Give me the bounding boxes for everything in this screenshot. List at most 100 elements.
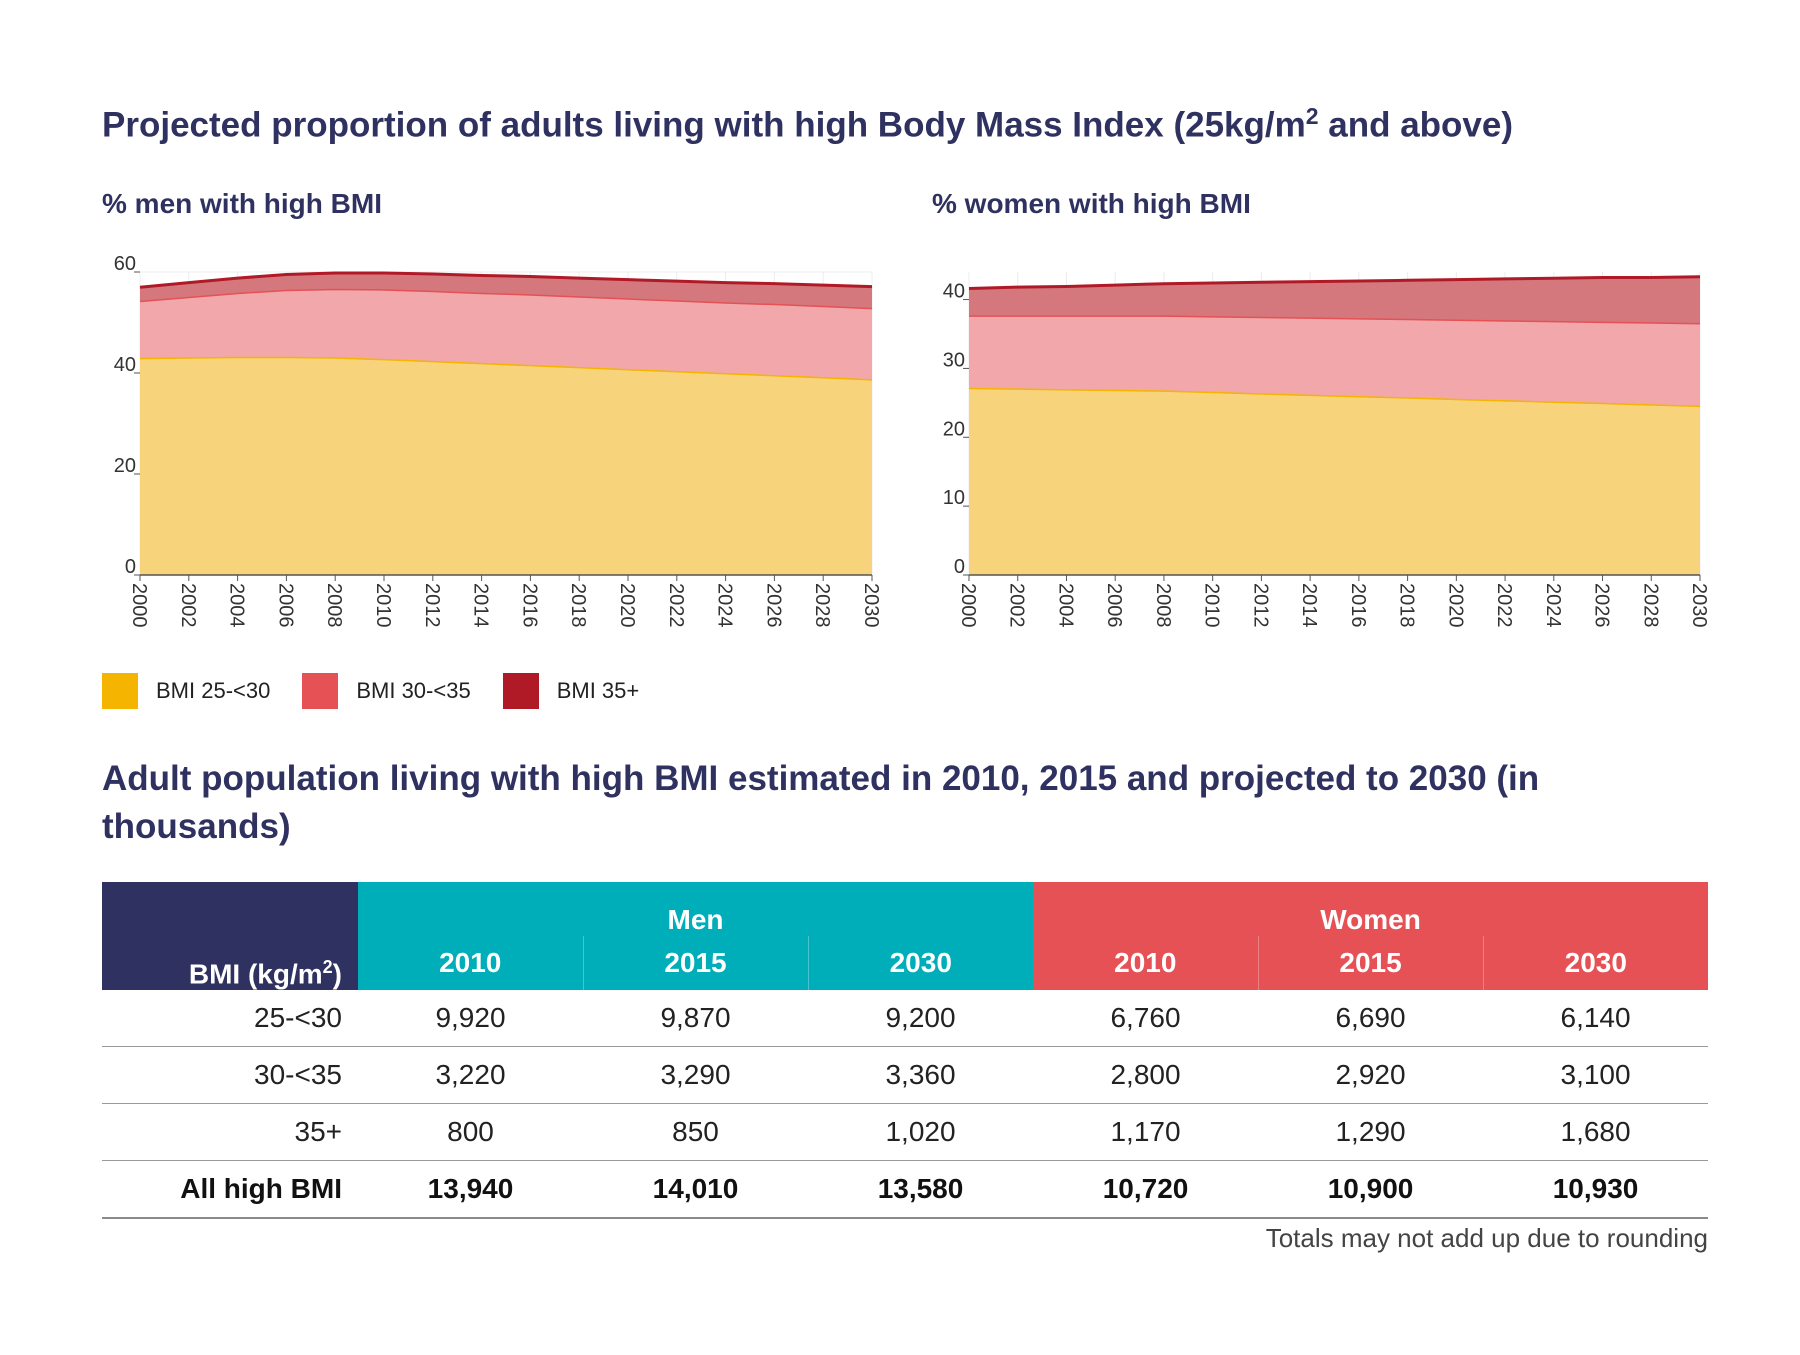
x-tick-label: 2022 <box>1493 583 1515 628</box>
x-tick-label: 2026 <box>1591 583 1613 628</box>
table-cell: 9,920 <box>358 990 583 1047</box>
row-label: 30-<35 <box>102 1046 358 1104</box>
x-tick-label: 2002 <box>177 583 199 628</box>
x-tick-label: 2022 <box>665 583 687 628</box>
x-tick-label: 2004 <box>226 583 248 628</box>
table-cell: 2,920 <box>1258 1046 1484 1104</box>
x-tick-label: 2006 <box>274 583 296 628</box>
x-tick-label: 2028 <box>811 583 833 628</box>
legend-swatch <box>302 673 339 709</box>
x-tick-label: 2006 <box>1103 583 1125 628</box>
x-tick-label: 2002 <box>1006 583 1028 628</box>
x-tick-label: 2010 <box>372 583 394 628</box>
row-label: 25-<30 <box>102 990 358 1047</box>
women-chart-title: % women with high BMI <box>932 188 1251 219</box>
year-header: 2010 <box>358 936 583 990</box>
legend-item-bmi-35: BMI 35+ <box>502 673 640 709</box>
legend-item-bmi-30-35: BMI 30-<35 <box>302 673 471 709</box>
table-cell: 3,220 <box>358 1046 583 1104</box>
legend-item-bmi-25-30: BMI 25-<30 <box>102 673 270 709</box>
area-bmi-30-35 <box>140 288 872 380</box>
x-tick-label: 2030 <box>1688 583 1710 628</box>
x-tick-label: 2018 <box>567 583 589 628</box>
table-cell: 10,930 <box>1483 1160 1709 1219</box>
y-tick-label: 0 <box>954 556 965 578</box>
men-group-header: Men <box>358 882 1034 936</box>
table-title: Adult population living with high BMI es… <box>102 759 1540 846</box>
y-tick-label: 40 <box>943 281 965 303</box>
table-total-row: All high BMI 13,940 14,010 13,580 10,720… <box>102 1160 1709 1219</box>
area-bmi-25-30 <box>969 387 1700 575</box>
x-tick-label: 2000 <box>128 583 150 628</box>
table-cell: 850 <box>583 1103 808 1161</box>
bmi-population-table: BMI (kg/m2) Men Women 2010 2015 2030 201… <box>102 882 1709 1219</box>
year-header: 2015 <box>1257 936 1484 990</box>
x-tick-label: 2016 <box>1347 583 1369 628</box>
x-tick-label: 2028 <box>1639 583 1661 628</box>
table-row: 35+ 800 850 1,020 1,170 1,290 1,680 <box>102 1103 1709 1161</box>
legend-label: BMI 25-<30 <box>156 678 271 703</box>
table-cell: 9,870 <box>583 990 808 1047</box>
x-tick-label: 2024 <box>1542 583 1564 628</box>
x-tick-label: 2016 <box>518 583 540 628</box>
table-cell: 6,760 <box>1033 990 1259 1047</box>
table-cell: 1,020 <box>808 1103 1034 1161</box>
x-tick-label: 2020 <box>616 583 638 628</box>
series-line <box>139 271 873 289</box>
year-header: 2010 <box>1033 936 1259 990</box>
table-cell: 6,140 <box>1483 990 1709 1047</box>
x-tick-label: 2014 <box>1298 583 1320 628</box>
x-tick-label: 2014 <box>470 583 492 628</box>
table-cell: 1,290 <box>1258 1103 1484 1161</box>
area-bmi-35- <box>969 276 1700 323</box>
table-cell: 1,170 <box>1033 1103 1259 1161</box>
x-tick-label: 2010 <box>1201 583 1223 628</box>
table-cell: 13,940 <box>358 1160 583 1219</box>
table-cell: 2,800 <box>1033 1046 1259 1104</box>
women-group-header: Women <box>1033 882 1709 936</box>
area-bmi-30-35 <box>969 315 1700 406</box>
x-tick-label: 2012 <box>1249 583 1271 628</box>
table-row: 30-<35 3,220 3,290 3,360 2,800 2,920 3,1… <box>102 1046 1709 1104</box>
table-cell: 9,200 <box>808 990 1034 1047</box>
row-label: All high BMI <box>102 1160 358 1219</box>
table-corner-header: BMI (kg/m2) <box>102 882 358 990</box>
table-cell: 14,010 <box>583 1160 808 1219</box>
chart-legend: BMI 25-<30 BMI 30-<35 BMI 35+ <box>102 673 671 709</box>
y-tick-label: 20 <box>114 455 136 477</box>
table-cell: 10,720 <box>1033 1160 1259 1219</box>
x-tick-label: 2000 <box>957 583 979 628</box>
legend-label: BMI 35+ <box>556 678 640 703</box>
men-chart-title: % men with high BMI <box>102 188 382 219</box>
area-bmi-25-30 <box>140 356 872 575</box>
y-tick-label: 40 <box>114 354 136 376</box>
y-tick-label: 30 <box>943 349 965 371</box>
page-title: Projected proportion of adults living wi… <box>102 103 1514 145</box>
year-header: 2030 <box>1482 936 1709 990</box>
x-tick-label: 2018 <box>1396 583 1418 628</box>
row-label: 35+ <box>102 1103 358 1161</box>
legend-label: BMI 30-<35 <box>356 678 471 703</box>
table-row: 25-<30 9,920 9,870 9,200 6,760 6,690 6,1… <box>102 990 1709 1047</box>
series-line <box>968 275 1701 290</box>
x-tick-label: 2026 <box>762 583 784 628</box>
table-cell: 800 <box>358 1103 583 1161</box>
legend-swatch <box>502 673 539 709</box>
table-cell: 10,900 <box>1258 1160 1484 1219</box>
x-tick-label: 2008 <box>1152 583 1174 628</box>
x-tick-label: 2004 <box>1055 583 1077 628</box>
table-cell: 3,100 <box>1483 1046 1709 1104</box>
y-tick-label: 0 <box>125 556 136 578</box>
table-cell: 1,680 <box>1483 1103 1709 1161</box>
table-cell: 6,690 <box>1258 990 1484 1047</box>
y-tick-label: 10 <box>943 487 965 509</box>
rounding-note: Totals may not add up due to rounding <box>1265 1223 1708 1253</box>
legend-swatch <box>102 673 138 709</box>
table-cell: 13,580 <box>808 1160 1034 1219</box>
y-tick-label: 60 <box>114 253 136 275</box>
x-tick-label: 2020 <box>1444 583 1466 628</box>
table-cell: 3,290 <box>583 1046 808 1104</box>
x-tick-label: 2024 <box>714 583 736 628</box>
